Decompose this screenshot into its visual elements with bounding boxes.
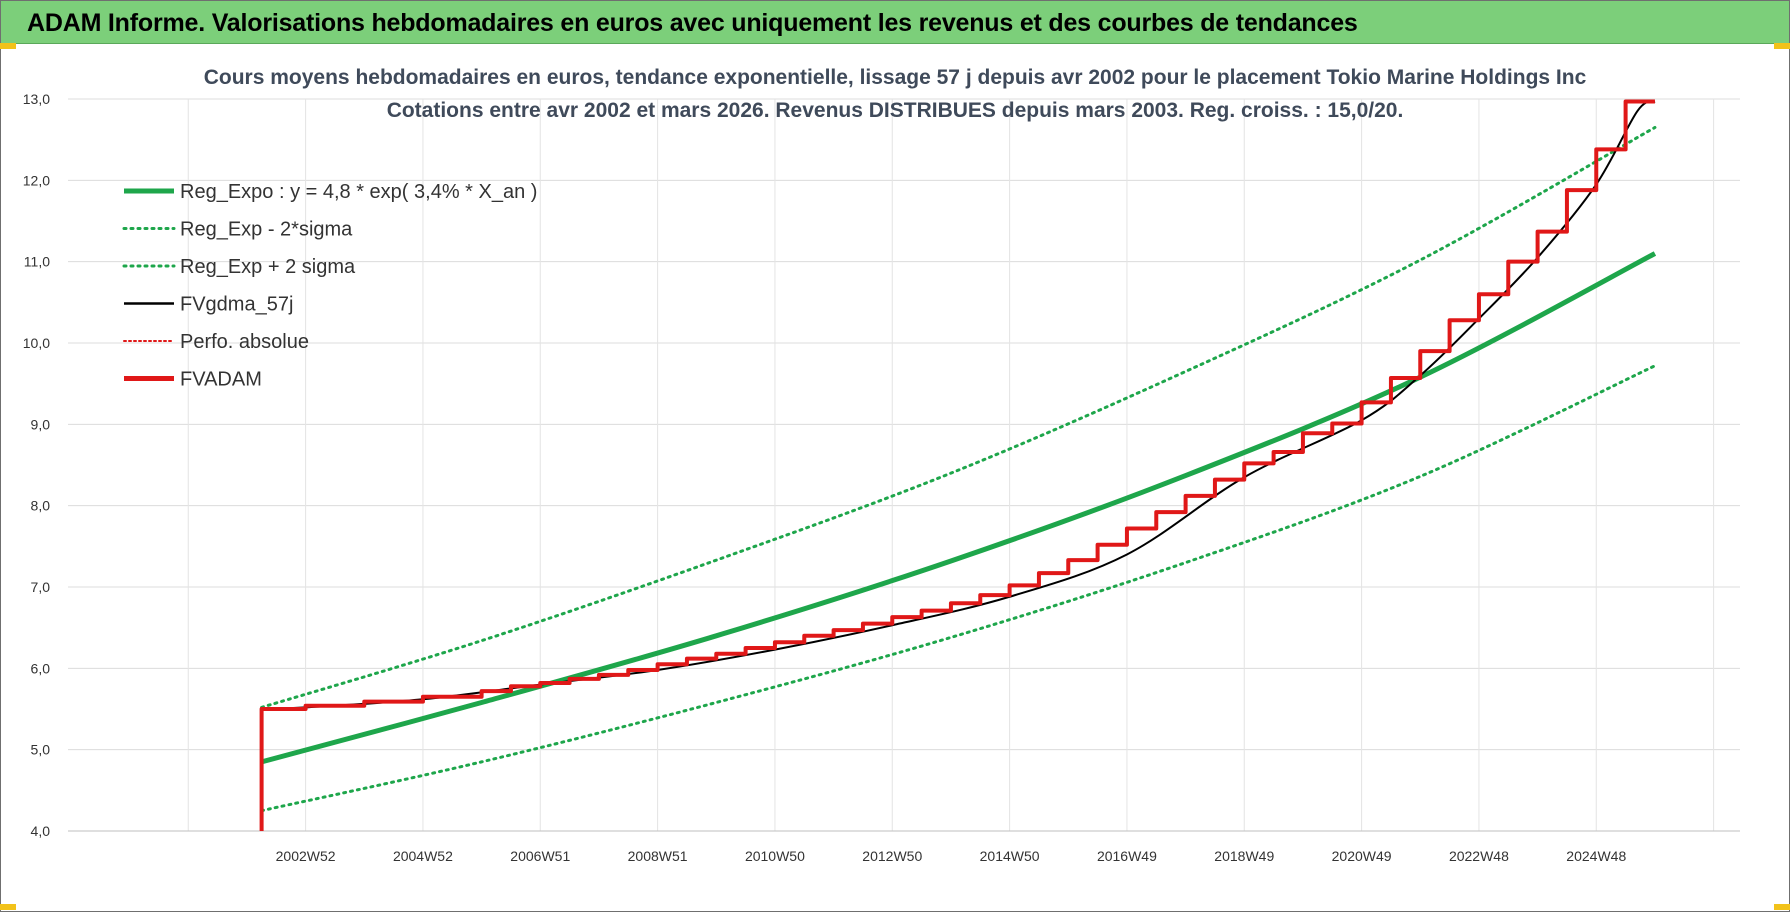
x-tick-label: 2014W50 xyxy=(980,848,1040,864)
legend: Reg_Expo : y = 4,8 * exp( 3,4% * X_an ) R… xyxy=(122,181,537,391)
x-tick-label: 2016W49 xyxy=(1097,848,1157,864)
y-tick-label: 10,0 xyxy=(23,335,50,351)
corner-marker-bottom-right xyxy=(1774,904,1790,910)
series-line-4 xyxy=(259,99,1655,831)
corner-marker-top-right xyxy=(1774,43,1790,49)
chart-title-line-1: Cours moyens hebdomadaires en euros, ten… xyxy=(204,66,1587,89)
x-tick-label: 2004W52 xyxy=(393,848,453,864)
grid xyxy=(68,98,1740,832)
corner-marker-top-left xyxy=(0,43,16,49)
y-tick-label: 8,0 xyxy=(31,498,51,514)
report-header: ADAM Informe. Valorisations hebdomadaire… xyxy=(1,1,1789,44)
y-tick-label: 12,0 xyxy=(23,172,50,188)
x-tick-label: 2018W49 xyxy=(1214,848,1274,864)
x-tick-label: 2010W50 xyxy=(745,848,805,864)
y-tick-label: 4,0 xyxy=(31,823,51,839)
legend-label: Reg_Expo : y = 4,8 * exp( 3,4% * X_an ) xyxy=(180,181,537,203)
series-line-2 xyxy=(260,125,1657,709)
chart-title-line-2: Cotations entre avr 2002 et mars 2026. R… xyxy=(387,99,1404,122)
x-tick-label: 2012W50 xyxy=(862,848,922,864)
series-line-0 xyxy=(260,251,1657,765)
x-tick-label: 2022W48 xyxy=(1449,848,1509,864)
y-tick-label: 6,0 xyxy=(31,660,51,676)
series-line-1 xyxy=(260,364,1657,813)
y-tick-label: 7,0 xyxy=(31,579,51,595)
y-tick-label: 13,0 xyxy=(23,91,50,107)
legend-label: FVgdma_57j xyxy=(180,294,293,316)
x-tick-label: 2006W51 xyxy=(510,848,570,864)
y-tick-label: 5,0 xyxy=(31,742,51,758)
line-chart: 4,0 5,0 6,0 7,0 8,0 9,0 10,0 11,0 12,0 13,0 2002W5… xyxy=(23,66,1740,864)
x-tick-label: 2020W49 xyxy=(1332,848,1392,864)
y-tick-label: 11,0 xyxy=(24,254,50,270)
report-title: ADAM Informe. Valorisations hebdomadaire… xyxy=(27,9,1358,37)
corner-marker-bottom-left xyxy=(0,904,16,910)
legend-label: Perfo. absolue xyxy=(180,331,309,353)
axes: 4,0 5,0 6,0 7,0 8,0 9,0 10,0 11,0 12,0 13,0 2002W5… xyxy=(23,91,1740,864)
series-lines xyxy=(259,99,1657,831)
legend-label: FVADAM xyxy=(180,369,262,391)
x-tick-label: 2008W51 xyxy=(628,848,688,864)
legend-label: Reg_Exp + 2 sigma xyxy=(180,256,356,278)
y-tick-label: 9,0 xyxy=(31,416,51,432)
legend-label: Reg_Exp - 2*sigma xyxy=(180,219,353,241)
x-tick-label: 2024W48 xyxy=(1566,848,1626,864)
x-tick-label: 2002W52 xyxy=(276,848,336,864)
